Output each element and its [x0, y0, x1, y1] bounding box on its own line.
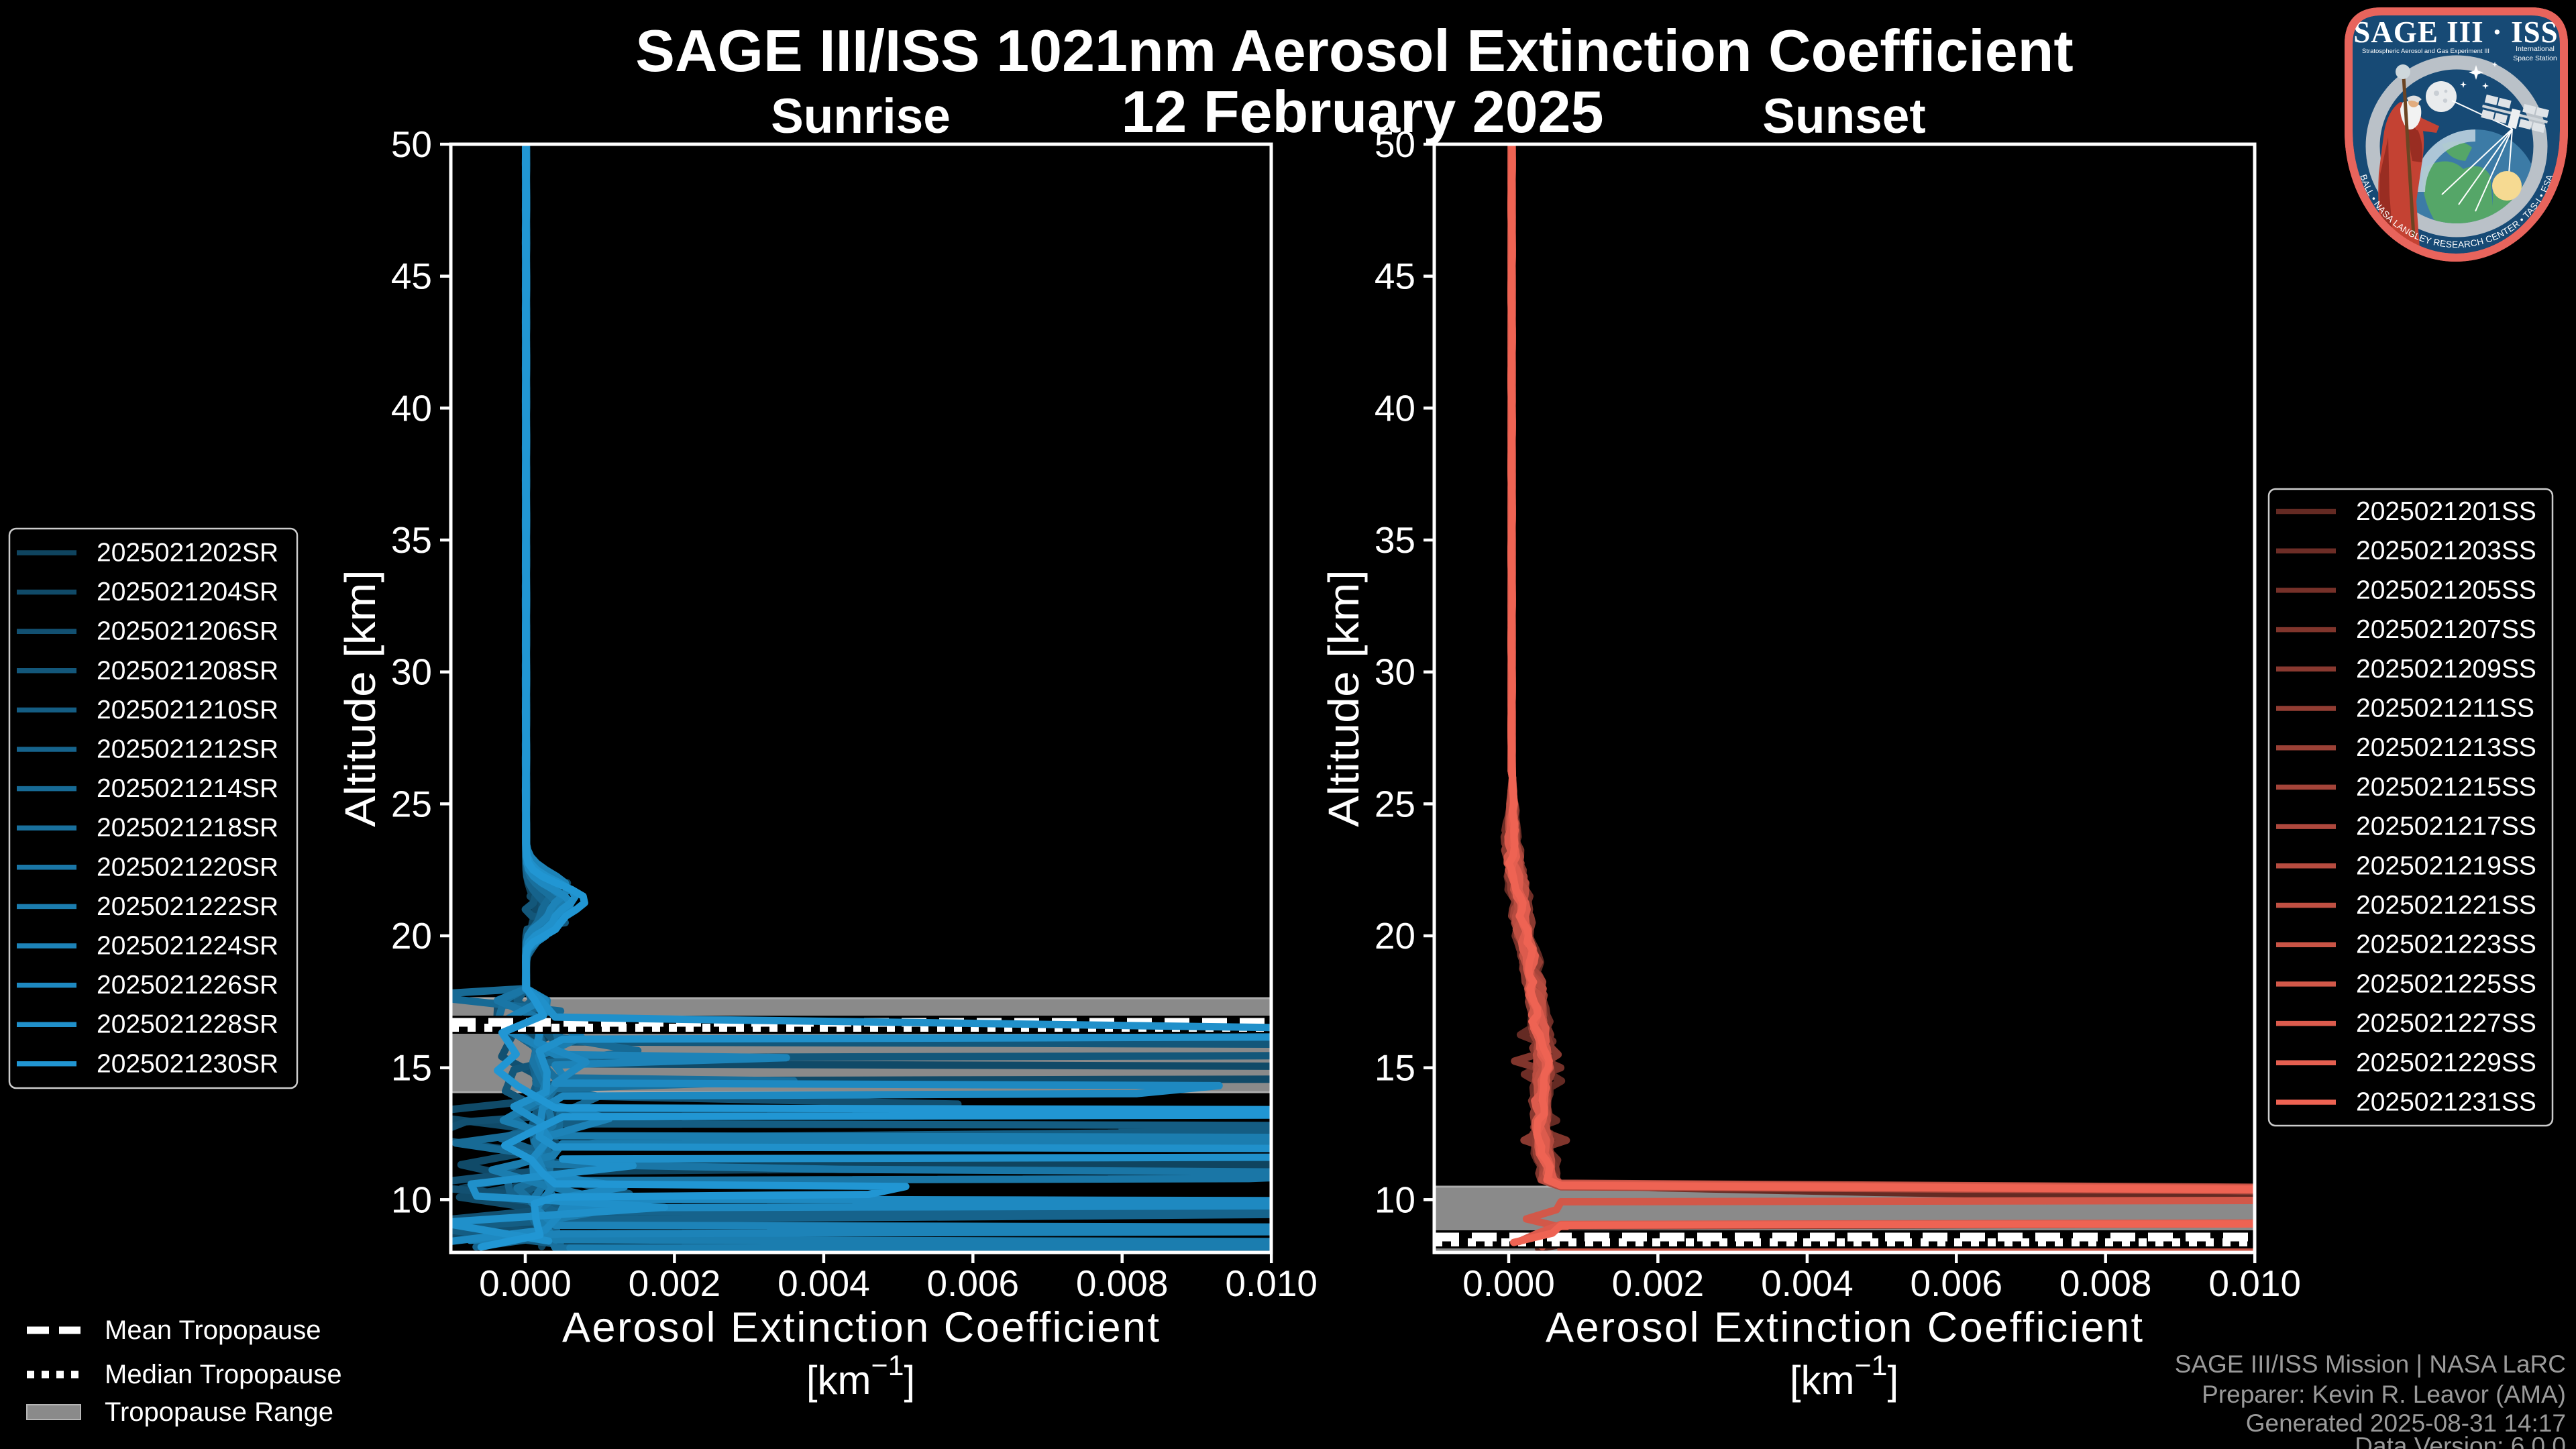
svg-text:2025021227SS: 2025021227SS: [2356, 1009, 2536, 1038]
svg-text:2025021203SS: 2025021203SS: [2356, 537, 2536, 566]
svg-text:0.006: 0.006: [1910, 1263, 2002, 1304]
svg-text:10: 10: [1375, 1179, 1415, 1220]
svg-text:0.008: 0.008: [1076, 1263, 1169, 1304]
svg-text:50: 50: [1375, 123, 1415, 165]
svg-text:2025021214SR: 2025021214SR: [97, 774, 278, 803]
svg-text:Data Version: 6.0.0: Data Version: 6.0.0: [2355, 1432, 2566, 1449]
svg-text:40: 40: [391, 387, 432, 429]
svg-text:0.002: 0.002: [629, 1263, 721, 1304]
svg-text:Altitude [km]: Altitude [km]: [337, 570, 385, 827]
svg-text:0.008: 0.008: [2059, 1263, 2152, 1304]
svg-text:2025021207SS: 2025021207SS: [2356, 615, 2536, 644]
svg-text:2025021221SS: 2025021221SS: [2356, 891, 2536, 920]
svg-text:40: 40: [1375, 387, 1415, 429]
svg-text:0.000: 0.000: [479, 1263, 572, 1304]
svg-text:SAGE III/ISS 1021nm Aerosol Ex: SAGE III/ISS 1021nm Aerosol Extinction C…: [635, 17, 2073, 84]
svg-text:SAGE III · ISS: SAGE III · ISS: [2353, 15, 2558, 49]
svg-text:0.010: 0.010: [2208, 1263, 2301, 1304]
svg-text:2025021202SR: 2025021202SR: [97, 539, 278, 568]
svg-text:Generated 2025-08-31 14:17: Generated 2025-08-31 14:17: [2246, 1409, 2566, 1437]
svg-text:45: 45: [1375, 256, 1415, 297]
svg-text:30: 30: [391, 651, 432, 693]
svg-text:Aerosol Extinction Coefficient: Aerosol Extinction Coefficient: [562, 1304, 1159, 1351]
svg-text:SAGE III/ISS Mission | NASA La: SAGE III/ISS Mission | NASA LaRC: [2175, 1350, 2566, 1378]
svg-text:20: 20: [1375, 915, 1415, 957]
svg-text:International: International: [2516, 45, 2555, 53]
svg-text:2025021205SS: 2025021205SS: [2356, 576, 2536, 604]
svg-text:2025021206SR: 2025021206SR: [97, 617, 278, 646]
svg-text:0.004: 0.004: [1761, 1263, 1854, 1304]
svg-text:Aerosol Extinction Coefficient: Aerosol Extinction Coefficient: [1546, 1304, 2143, 1351]
svg-text:35: 35: [391, 519, 432, 561]
svg-text:2025021220SR: 2025021220SR: [97, 853, 278, 881]
svg-text:Tropopause Range: Tropopause Range: [105, 1397, 333, 1427]
svg-text:2025021225SS: 2025021225SS: [2356, 969, 2536, 998]
svg-text:20: 20: [391, 915, 432, 957]
svg-text:2025021229SS: 2025021229SS: [2356, 1049, 2536, 1077]
svg-text:Sunset: Sunset: [1762, 89, 1925, 144]
svg-text:Altitude [km]: Altitude [km]: [1320, 570, 1368, 827]
svg-text:2025021218SR: 2025021218SR: [97, 814, 278, 843]
svg-text:30: 30: [1375, 651, 1415, 693]
svg-text:25: 25: [391, 783, 432, 824]
svg-text:2025021210SR: 2025021210SR: [97, 696, 278, 724]
svg-text:2025021226SR: 2025021226SR: [97, 971, 278, 1000]
svg-text:2025021208SR: 2025021208SR: [97, 656, 278, 685]
svg-text:2025021219SS: 2025021219SS: [2356, 851, 2536, 880]
svg-text:0.002: 0.002: [1612, 1263, 1705, 1304]
svg-text:2025021230SR: 2025021230SR: [97, 1049, 278, 1078]
svg-text:2025021224SR: 2025021224SR: [97, 932, 278, 961]
svg-text:15: 15: [391, 1047, 432, 1089]
svg-text:2025021213SS: 2025021213SS: [2356, 733, 2536, 762]
svg-text:0.010: 0.010: [1225, 1263, 1318, 1304]
svg-text:45: 45: [391, 256, 432, 297]
svg-text:Stratospheric Aerosol and Gas: Stratospheric Aerosol and Gas Experiment…: [2362, 48, 2489, 55]
svg-text:2025021228SR: 2025021228SR: [97, 1010, 278, 1039]
svg-text:10: 10: [391, 1179, 432, 1220]
svg-text:0.006: 0.006: [926, 1263, 1019, 1304]
svg-text:0.004: 0.004: [777, 1263, 870, 1304]
svg-text:50: 50: [391, 123, 432, 165]
svg-text:Mean Tropopause: Mean Tropopause: [105, 1316, 321, 1345]
svg-text:2025021212SR: 2025021212SR: [97, 735, 278, 764]
svg-text:0.000: 0.000: [1462, 1263, 1555, 1304]
svg-text:Preparer: Kevin R. Leavor (AMA: Preparer: Kevin R. Leavor (AMA): [2202, 1381, 2566, 1408]
svg-text:2025021231SS: 2025021231SS: [2356, 1088, 2536, 1117]
svg-text:2025021211SS: 2025021211SS: [2356, 694, 2534, 723]
svg-text:2025021223SS: 2025021223SS: [2356, 930, 2536, 959]
svg-text:15: 15: [1375, 1047, 1415, 1089]
svg-text:Space Station: Space Station: [2513, 54, 2557, 62]
svg-text:Sunrise: Sunrise: [771, 89, 951, 144]
svg-text:35: 35: [1375, 519, 1415, 561]
svg-text:12 February 2025: 12 February 2025: [1121, 78, 1603, 145]
svg-text:Median Tropopause: Median Tropopause: [105, 1360, 342, 1389]
svg-text:2025021209SS: 2025021209SS: [2356, 655, 2536, 684]
svg-text:2025021201SS: 2025021201SS: [2356, 497, 2536, 526]
svg-text:2025021222SR: 2025021222SR: [97, 892, 278, 921]
svg-text:2025021217SS: 2025021217SS: [2356, 812, 2536, 841]
svg-text:25: 25: [1375, 783, 1415, 824]
svg-text:2025021215SS: 2025021215SS: [2356, 773, 2536, 802]
svg-text:2025021204SR: 2025021204SR: [97, 578, 278, 606]
